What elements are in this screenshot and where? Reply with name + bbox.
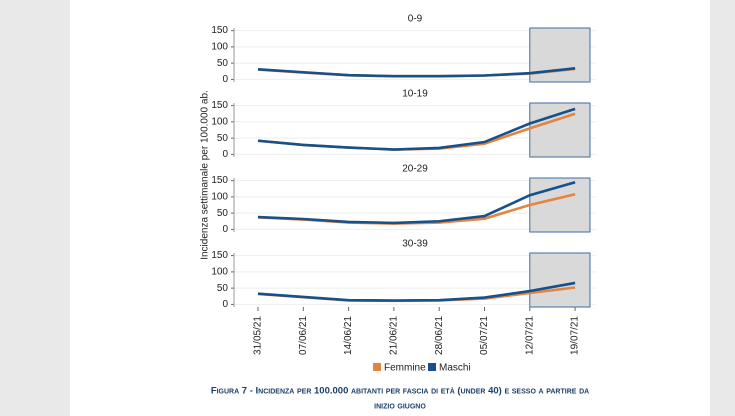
y-tick-label: 150 (211, 250, 228, 261)
y-tick-label: 50 (217, 58, 229, 69)
y-tick-label: 100 (211, 117, 228, 128)
y-tick-label: 150 (211, 175, 228, 186)
y-tick-label: 150 (211, 100, 228, 111)
x-tick-label: 12/07/21 (524, 316, 535, 355)
series-line (257, 67, 576, 78)
y-tick-label: 50 (217, 208, 229, 219)
panel-title: 20-29 (402, 164, 428, 175)
y-tick-label: 100 (211, 192, 228, 203)
legend-swatch (373, 363, 381, 371)
y-tick-label: 50 (217, 133, 229, 144)
x-tick-label: 21/06/21 (389, 316, 400, 355)
legend-label: Maschi (439, 363, 471, 374)
highlight-box (529, 252, 591, 308)
x-tick-label: 19/07/21 (570, 316, 581, 355)
panel-title: 10-19 (402, 89, 428, 100)
x-tick-label: 07/06/21 (298, 316, 309, 355)
y-tick-label: 0 (222, 224, 228, 235)
y-tick-label: 150 (211, 25, 228, 36)
panel-title: 0-9 (408, 14, 423, 25)
y-axis-label: Incidenza settimanale per 100.000 ab. (200, 90, 211, 260)
series-line (257, 107, 576, 151)
series-line (257, 281, 576, 302)
series-line (257, 180, 576, 225)
y-tick-label: 0 (222, 74, 228, 85)
highlight-box (529, 177, 591, 233)
y-tick-label: 0 (222, 149, 228, 160)
x-tick-label: 31/05/21 (253, 316, 264, 355)
panel-title: 30-39 (402, 239, 428, 250)
caption: inizio giugno (374, 401, 426, 412)
x-tick-label: 28/06/21 (434, 316, 445, 355)
legend-swatch (428, 363, 436, 371)
y-tick-label: 100 (211, 267, 228, 278)
caption: Figura 7 - Incidenza per 100.000 abitant… (211, 386, 589, 397)
legend-label: Femmine (384, 363, 426, 374)
x-tick-label: 05/07/21 (479, 316, 490, 355)
x-tick-label: 14/06/21 (343, 316, 354, 355)
document-page (70, 0, 710, 416)
highlight-box (529, 102, 591, 158)
y-tick-label: 0 (222, 299, 228, 310)
y-tick-label: 50 (217, 283, 229, 294)
y-tick-label: 100 (211, 42, 228, 53)
